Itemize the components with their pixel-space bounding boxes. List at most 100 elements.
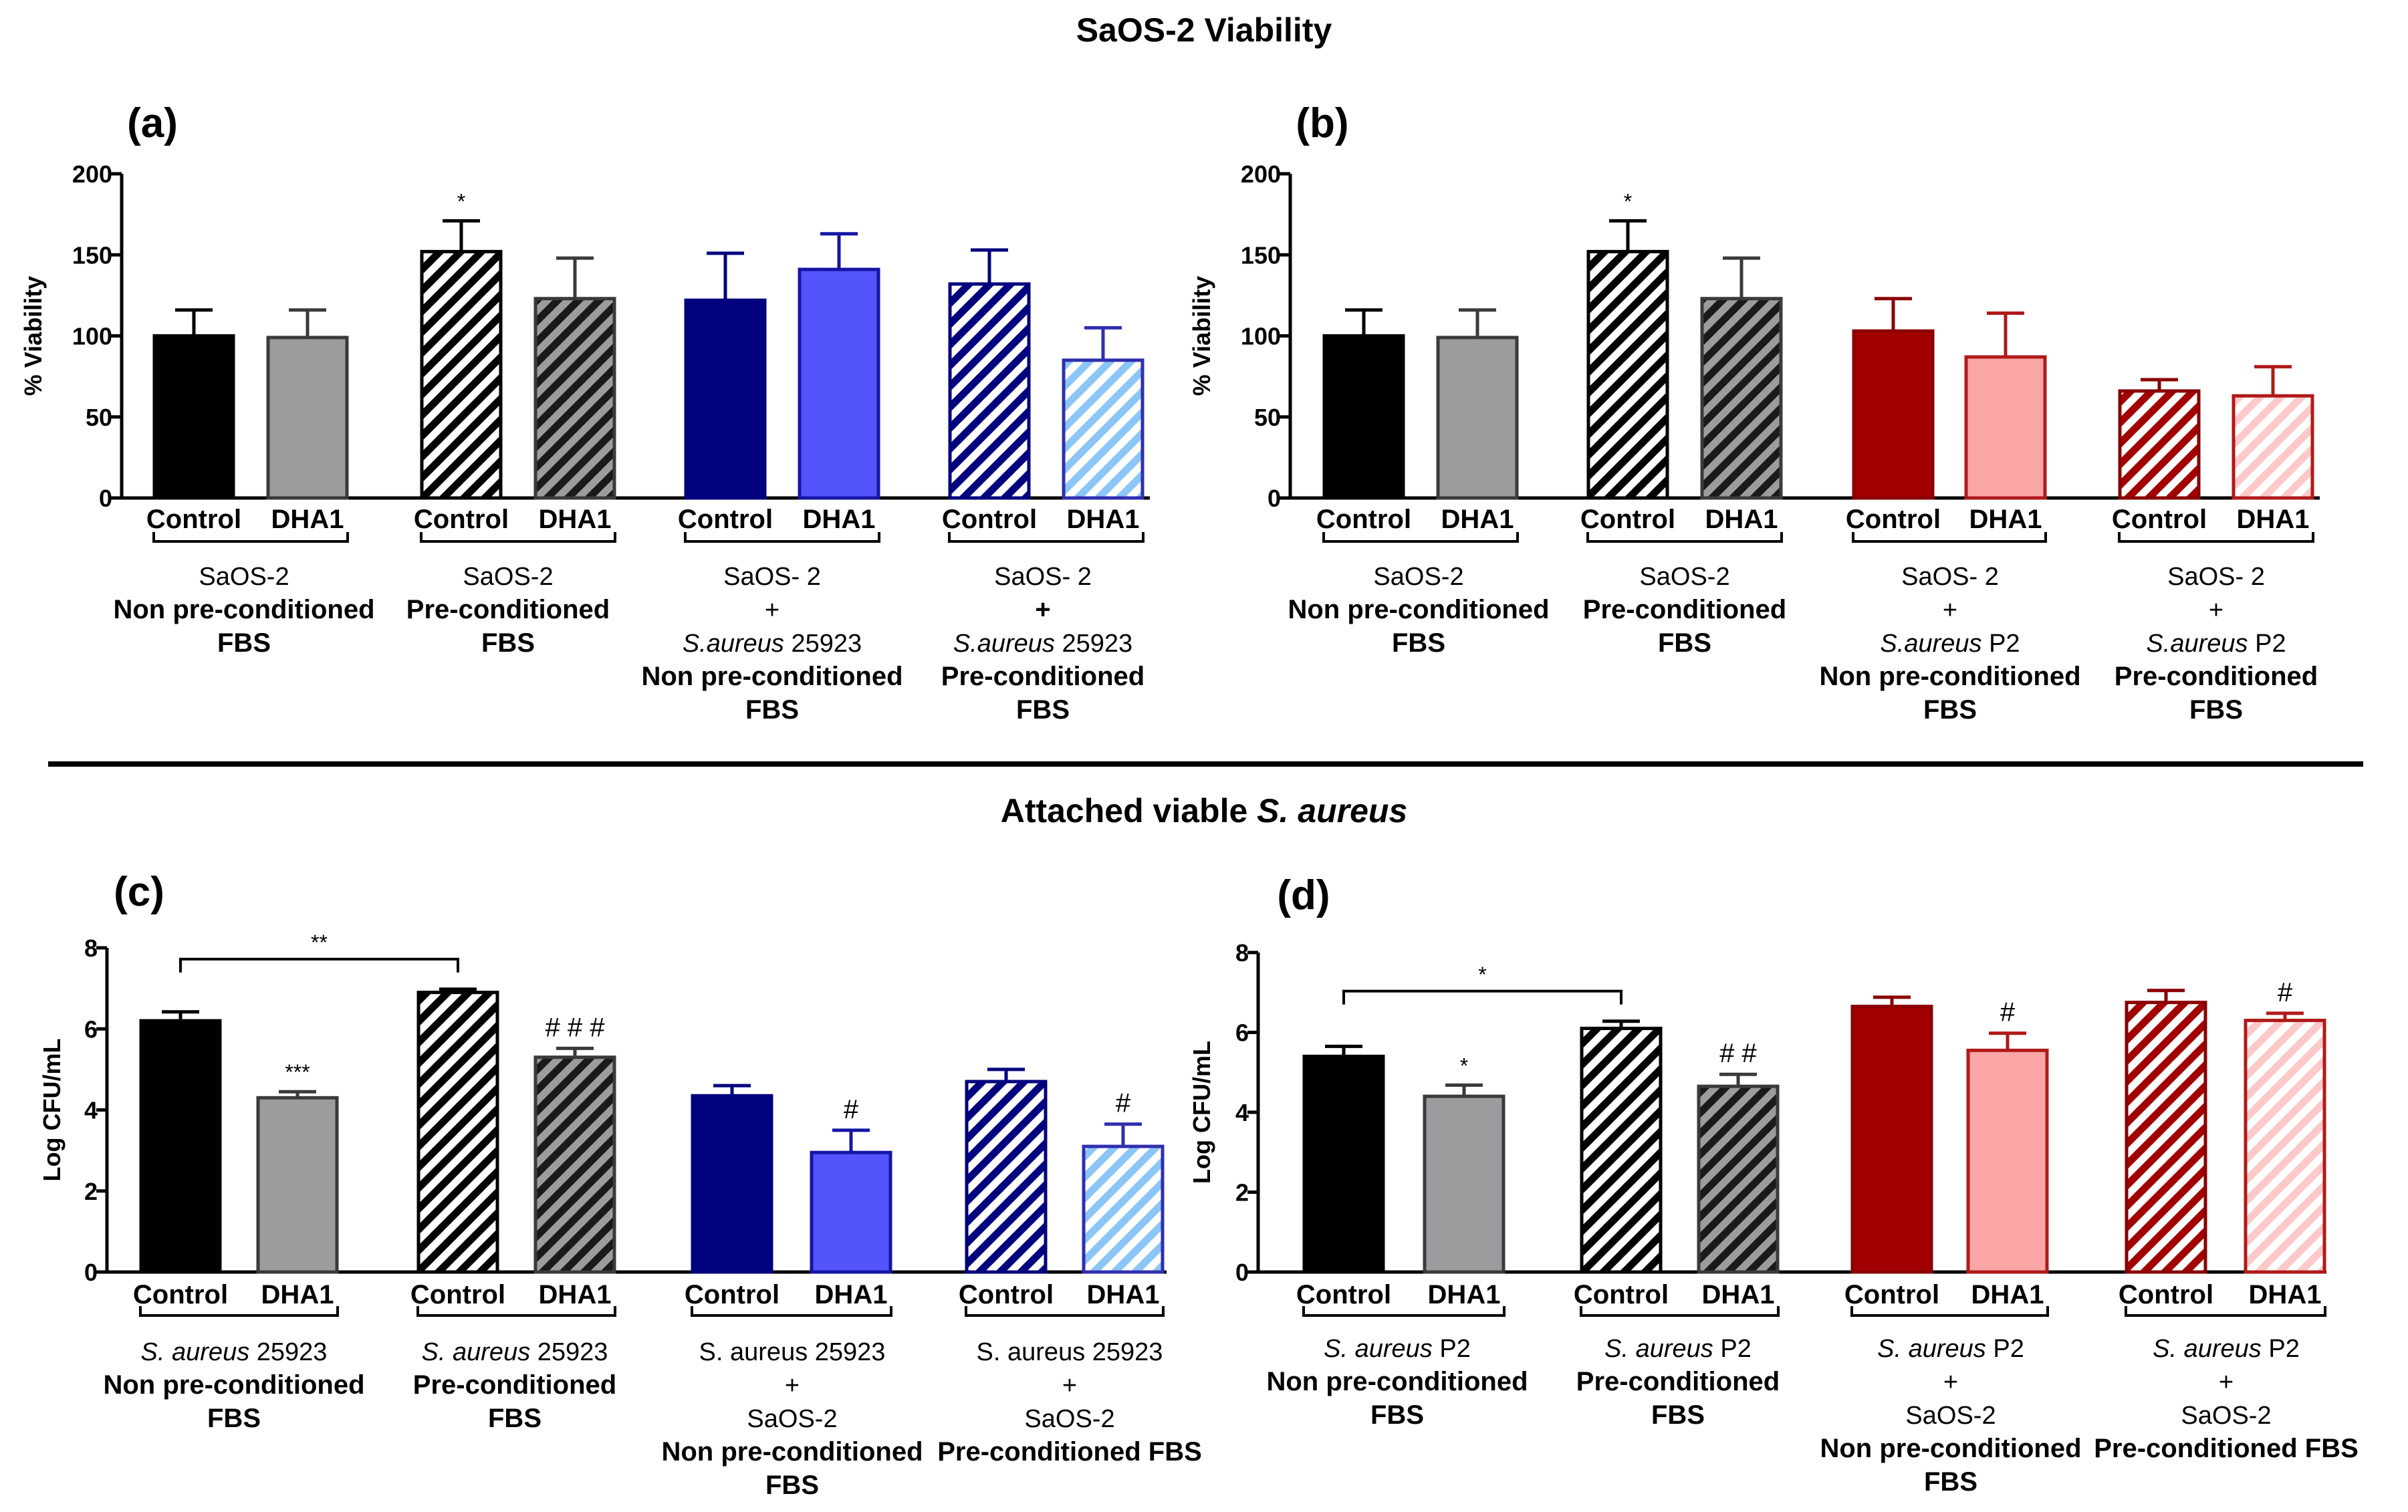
significance-label: # # <box>1719 1039 1757 1068</box>
group-caption-line: SaOS- 2 <box>994 563 1092 591</box>
group-caption-part: S. aureus <box>422 1338 531 1366</box>
group-bracket <box>152 532 349 543</box>
bar <box>684 298 767 500</box>
group-caption-line: S. aureus 25923 <box>977 1338 1163 1366</box>
significance-label: # <box>2278 978 2293 1007</box>
group-caption-line: Non pre-conditioned <box>1820 1434 2081 1463</box>
y-axis-label: % Viability <box>19 276 47 396</box>
group-bracket <box>1850 1306 2049 1317</box>
group-caption-line: FBS <box>488 1404 541 1433</box>
group-caption-line: + <box>1062 1372 1077 1400</box>
group-caption-line: Non pre-conditioned <box>103 1370 364 1400</box>
group-caption-line: S. aureus P2 <box>1324 1335 1471 1363</box>
group-caption-part: S. aureus <box>141 1338 250 1366</box>
group-caption-line: FBS <box>2189 695 2243 725</box>
group-bracket <box>2118 532 2314 543</box>
bar <box>948 282 1031 500</box>
bar <box>1586 249 1669 500</box>
panel-label: (c) <box>114 869 164 915</box>
group-caption-line: FBS <box>481 628 535 658</box>
panel-label: (a) <box>127 100 178 146</box>
group-caption-part: 25923 <box>249 1338 327 1366</box>
bar <box>1580 1027 1663 1274</box>
x-category-label: Control <box>678 505 773 534</box>
group-caption-part: 25923 <box>530 1338 608 1366</box>
group-caption-part: P2 <box>1433 1335 1471 1363</box>
bar <box>1423 1094 1506 1274</box>
group-caption-line: S. aureus 25923 <box>141 1338 328 1366</box>
y-tick-label: 0 <box>99 485 112 512</box>
group-caption-line: + <box>1943 596 1957 624</box>
group-caption-line: + <box>1035 595 1050 624</box>
bar <box>533 1055 616 1274</box>
bar <box>266 336 349 500</box>
bar <box>256 1096 339 1274</box>
bar <box>533 297 616 500</box>
group-bracket <box>139 1306 339 1317</box>
bar <box>2118 389 2201 500</box>
x-category-label: Control <box>1574 1280 1669 1309</box>
group-bracket <box>2125 1306 2326 1317</box>
group-caption-line: FBS <box>1016 695 1070 725</box>
group-caption-line: Pre-conditioned FBS <box>2094 1434 2359 1463</box>
x-category-label: DHA1 <box>271 505 344 534</box>
bottom-heading: Attached viable S. aureus <box>1001 792 1408 830</box>
y-tick-label: 6 <box>84 1015 98 1043</box>
group-caption-line: FBS <box>207 1404 261 1433</box>
group-caption-line: Non pre-conditioned <box>641 662 902 691</box>
bar <box>1850 1005 1933 1274</box>
group-caption-line: Pre-conditioned <box>2115 662 2318 691</box>
group-caption-line: Pre-conditioned <box>941 662 1145 691</box>
bar <box>1322 334 1405 500</box>
x-category-label: DHA1 <box>803 505 876 534</box>
group-bracket <box>948 532 1145 543</box>
y-axis-label: % Viability <box>1188 276 1215 396</box>
x-category-label: DHA1 <box>1067 505 1140 534</box>
y-axis-label: Log CFU/mL <box>1188 1041 1215 1184</box>
x-category-label: DHA1 <box>1428 1280 1501 1309</box>
comparison-bracket <box>179 957 459 973</box>
group-bracket <box>1580 1306 1780 1317</box>
x-category-label: Control <box>942 505 1037 534</box>
x-category-label: Control <box>2112 505 2207 534</box>
group-caption-line: Non pre-conditioned <box>1266 1367 1528 1396</box>
significance-label: * <box>457 189 465 213</box>
bar <box>1082 1144 1165 1274</box>
top-heading: SaOS-2 Viability <box>1076 11 1332 49</box>
x-category-label: DHA1 <box>815 1280 888 1309</box>
bar <box>139 1019 222 1274</box>
group-caption-line: SaOS- 2 <box>1901 563 1999 591</box>
group-caption-line: SaOS-2 <box>747 1405 837 1433</box>
bar <box>1852 329 1935 500</box>
bar <box>1436 336 1519 500</box>
group-caption-part: S.aureus <box>1880 630 1981 658</box>
bar <box>152 334 235 500</box>
x-category-label: Control <box>414 505 509 534</box>
group-caption-line: Non pre-conditioned <box>1819 662 2080 691</box>
group-caption-line: Pre-conditioned <box>1576 1367 1780 1396</box>
bottom-heading-italic: S. aureus <box>1257 792 1407 830</box>
group-caption-line: S. aureus P2 <box>1877 1335 2024 1363</box>
group-caption-line: SaOS-2 <box>199 563 289 591</box>
bar <box>810 1150 892 1274</box>
group-caption-line: FBS <box>765 1471 819 1500</box>
panel-label: (b) <box>1296 100 1348 146</box>
group-caption-line: S.aureus P2 <box>1880 630 2020 658</box>
group-bracket <box>1302 1306 1506 1317</box>
x-category-label: Control <box>1846 505 1941 534</box>
significance-label: * <box>1624 189 1632 213</box>
group-bracket <box>420 532 616 543</box>
significance-label: # <box>1116 1089 1131 1118</box>
group-caption-line: Non pre-conditioned <box>1288 595 1549 624</box>
x-category-label: DHA1 <box>1971 1280 2044 1309</box>
group-caption-line: + <box>765 596 779 624</box>
comparison-label: ** <box>311 930 328 955</box>
y-tick-label: 0 <box>1235 1259 1249 1286</box>
bar <box>1062 358 1145 500</box>
significance-label: # <box>844 1095 859 1124</box>
group-caption-line: S. aureus P2 <box>1604 1335 1752 1363</box>
group-caption-part: S. aureus <box>1604 1335 1713 1363</box>
x-category-label: DHA1 <box>1702 1280 1775 1309</box>
